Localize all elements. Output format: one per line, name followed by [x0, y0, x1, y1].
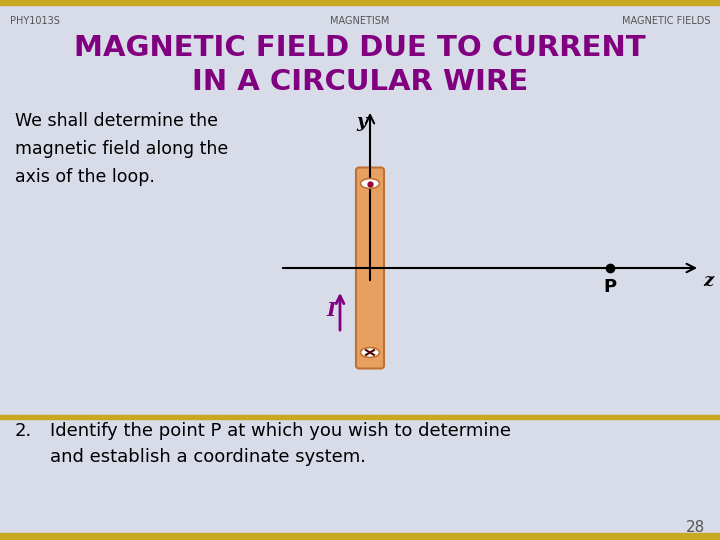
- FancyBboxPatch shape: [356, 167, 384, 368]
- Text: MAGNETISM: MAGNETISM: [330, 16, 390, 26]
- Text: P: P: [603, 278, 616, 296]
- Text: IN A CIRCULAR WIRE: IN A CIRCULAR WIRE: [192, 68, 528, 96]
- Text: PHY1013S: PHY1013S: [10, 16, 60, 26]
- Bar: [0, 0, 720, 5]
- Text: 2.: 2.: [15, 422, 32, 440]
- Text: 28: 28: [685, 520, 705, 535]
- Ellipse shape: [361, 179, 379, 188]
- Text: I: I: [327, 302, 336, 321]
- Text: MAGNETIC FIELDS: MAGNETIC FIELDS: [621, 16, 710, 26]
- Text: y: y: [356, 113, 366, 131]
- Text: and establish a coordinate system.: and establish a coordinate system.: [50, 448, 366, 466]
- Text: We shall determine the
magnetic field along the
axis of the loop.: We shall determine the magnetic field al…: [15, 112, 228, 186]
- Text: MAGNETIC FIELD DUE TO CURRENT: MAGNETIC FIELD DUE TO CURRENT: [74, 34, 646, 62]
- Bar: [0, 533, 720, 540]
- Text: Identify the point P at which you wish to determine: Identify the point P at which you wish t…: [50, 422, 511, 440]
- Bar: [0, 415, 720, 419]
- Ellipse shape: [361, 348, 379, 357]
- Text: z: z: [703, 272, 714, 290]
